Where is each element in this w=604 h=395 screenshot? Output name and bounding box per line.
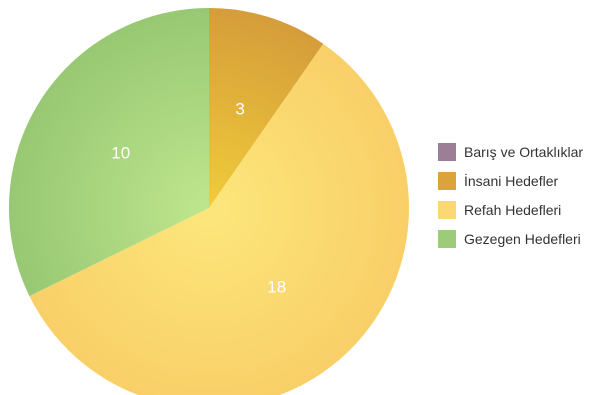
legend-swatch <box>438 143 456 161</box>
legend-label: Gezegen Hedefleri <box>464 231 581 247</box>
legend-swatch <box>438 230 456 248</box>
legend-label: Barış ve Ortaklıklar <box>464 144 584 160</box>
slice-value-label: 18 <box>267 277 286 296</box>
legend-label: Refah Hedefleri <box>464 202 562 218</box>
legend-item-refah[interactable]: Refah Hedefleri <box>438 201 583 219</box>
slice-insani[interactable] <box>209 8 324 208</box>
legend: Barış ve Ortaklıklar İnsani Hedefler Ref… <box>438 143 583 259</box>
legend-swatch <box>438 201 456 219</box>
legend-item-baris[interactable]: Barış ve Ortaklıklar <box>438 143 583 161</box>
legend-label: İnsani Hedefler <box>464 173 559 189</box>
slice-gezegen[interactable] <box>9 8 210 297</box>
slice-value-label: 10 <box>111 143 130 162</box>
slice-value-label: 3 <box>235 99 244 118</box>
legend-swatch <box>438 172 456 190</box>
legend-item-insani[interactable]: İnsani Hedefler <box>438 172 583 190</box>
slice-refah[interactable] <box>29 43 409 395</box>
legend-item-gezegen[interactable]: Gezegen Hedefleri <box>438 230 583 248</box>
